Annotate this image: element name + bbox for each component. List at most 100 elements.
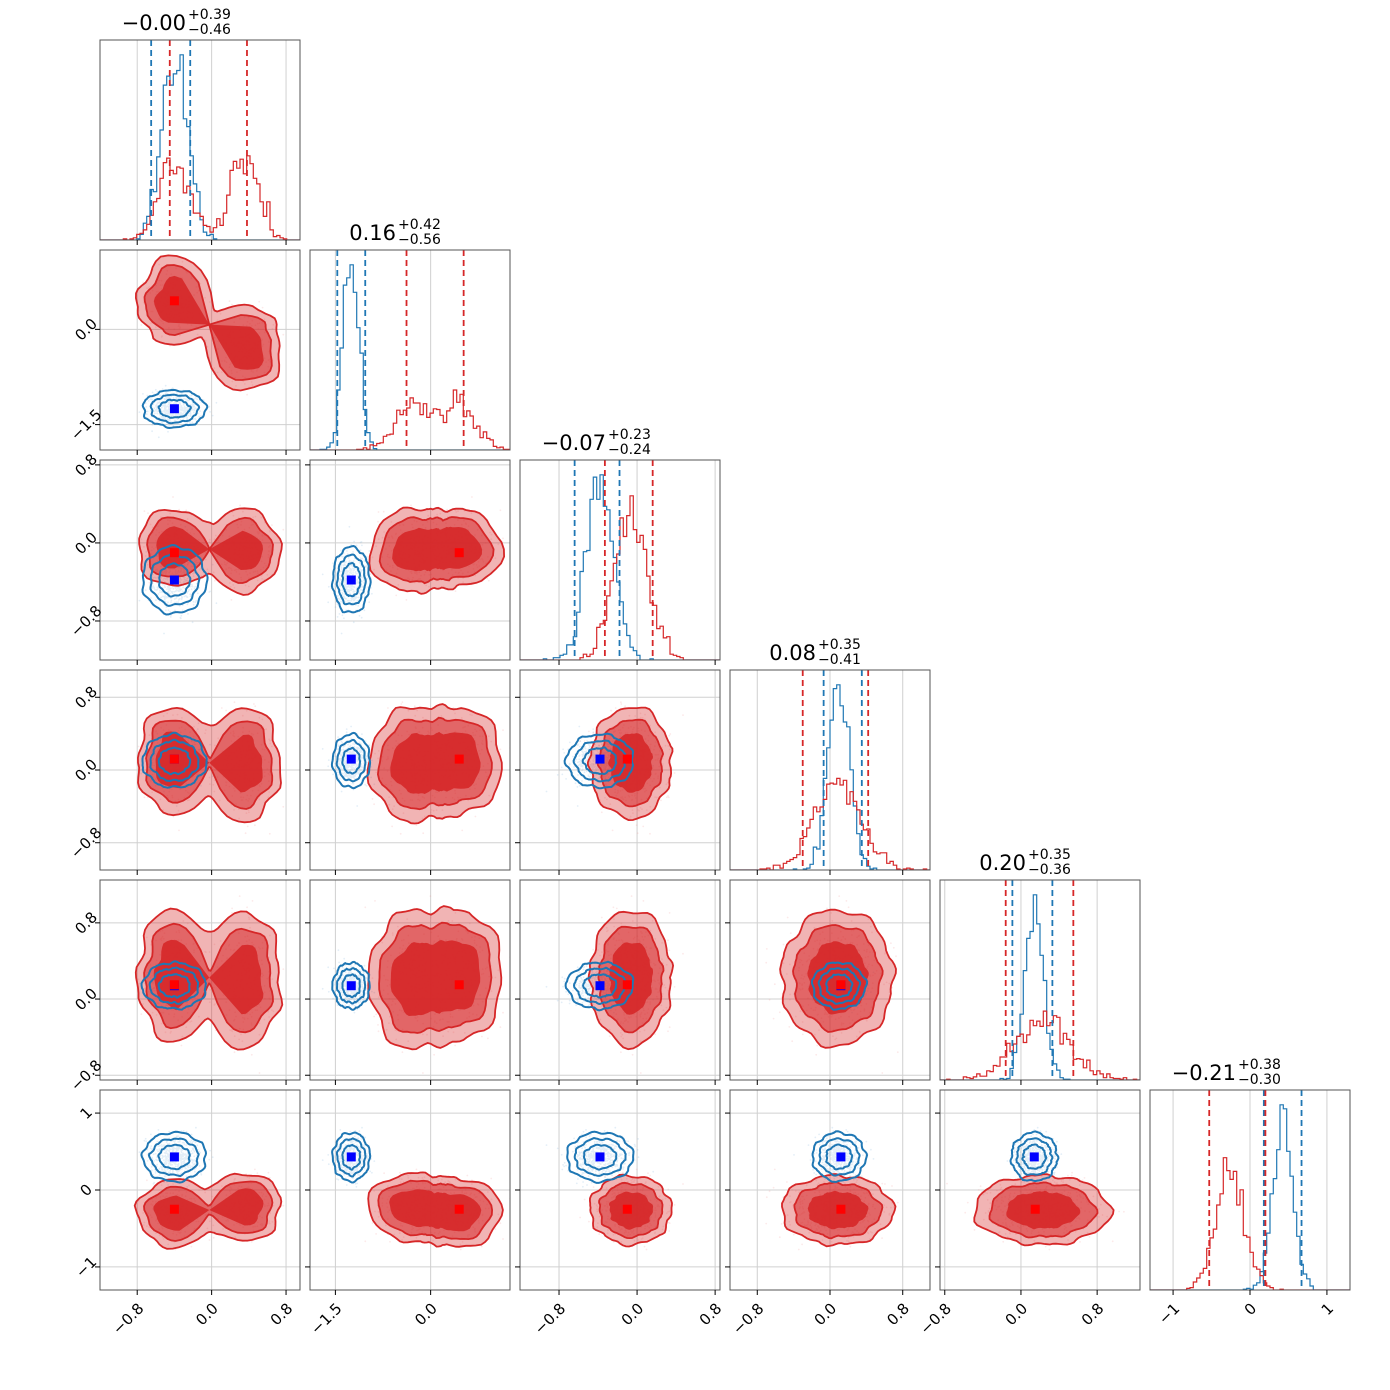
- sample-point: [258, 798, 261, 801]
- sample-point: [193, 725, 195, 728]
- sample-point: [343, 762, 345, 765]
- sample-point: [186, 596, 189, 599]
- sample-point: [338, 574, 341, 576]
- sample-point: [347, 585, 350, 587]
- panel-frame: [99, 249, 301, 451]
- sample-point: [366, 577, 368, 580]
- sample-point: [337, 761, 340, 763]
- sample-point: [185, 409, 188, 411]
- sample-point: [341, 589, 344, 591]
- sample-point: [357, 596, 360, 599]
- sample-point: [187, 590, 190, 593]
- sample-point: [360, 765, 363, 768]
- sample-point: [348, 564, 351, 567]
- sample-point: [355, 759, 358, 761]
- sample-point: [230, 599, 233, 601]
- sample-point: [192, 405, 195, 408]
- sample-point: [345, 575, 348, 577]
- sample-point: [348, 769, 351, 772]
- sample-point: [353, 774, 355, 777]
- sample-point: [348, 560, 351, 563]
- sample-point: [454, 509, 457, 512]
- sample-point: [365, 763, 368, 766]
- sample-point: [333, 585, 335, 588]
- sample-point: [166, 577, 168, 579]
- sample-point: [152, 576, 155, 579]
- sample-point: [360, 753, 363, 756]
- sample-point: [345, 728, 348, 730]
- sample-point: [356, 599, 359, 602]
- sample-point: [163, 409, 165, 412]
- sample-point: [186, 399, 188, 401]
- sample-point: [361, 557, 364, 560]
- sample-point: [346, 585, 349, 588]
- sample-point: [362, 579, 365, 582]
- sample-point: [352, 567, 355, 570]
- sample-point: [353, 540, 355, 543]
- sample-point: [356, 581, 358, 584]
- panel-frame: [309, 459, 511, 661]
- sample-point: [168, 414, 171, 416]
- sample-point: [163, 580, 166, 583]
- sample-point: [196, 592, 199, 595]
- histogram-series_a: [520, 474, 720, 660]
- sample-point: [436, 513, 438, 516]
- sample-point: [151, 526, 154, 529]
- sample-point: [153, 410, 156, 413]
- sample-point: [342, 596, 345, 598]
- contour-series_a: [340, 561, 362, 598]
- sample-point: [168, 585, 171, 588]
- sample-point: [352, 750, 354, 753]
- sample-point: [345, 774, 348, 776]
- sample-point: [349, 769, 352, 772]
- sample-point: [247, 585, 250, 588]
- sample-point: [354, 774, 356, 777]
- sample-point: [212, 783, 215, 786]
- sample-point: [253, 703, 255, 705]
- sample-point: [191, 407, 194, 409]
- sample-point: [364, 783, 367, 786]
- sample-point: [208, 783, 211, 785]
- sample-point: [348, 590, 350, 593]
- sample-point: [268, 832, 271, 835]
- sample-point: [186, 579, 188, 582]
- sample-point: [352, 569, 355, 571]
- sample-point: [182, 412, 185, 415]
- sample-point: [168, 397, 170, 399]
- sample-point: [350, 768, 352, 771]
- sample-point: [338, 778, 341, 780]
- panel-1-0: −1.50.0: [67, 249, 301, 455]
- sample-point: [346, 775, 349, 778]
- sample-point: [204, 729, 207, 731]
- sample-point: [181, 413, 184, 416]
- contour-series_a: [149, 393, 201, 425]
- sample-point: [354, 773, 356, 776]
- sample-point: [151, 587, 154, 589]
- sample-point: [338, 774, 340, 776]
- sample-point: [228, 300, 231, 302]
- contour-series_b: [392, 526, 482, 572]
- sample-point: [184, 409, 187, 412]
- sample-point: [196, 728, 199, 730]
- sample-point: [499, 509, 502, 512]
- sample-point: [416, 709, 418, 712]
- sample-point: [164, 411, 167, 414]
- sample-point: [160, 596, 163, 599]
- sample-point: [158, 263, 161, 266]
- title-median: 0.16: [349, 221, 396, 245]
- sample-point: [351, 767, 354, 770]
- sample-point: [189, 415, 192, 417]
- sample-point: [346, 767, 348, 769]
- sample-point: [167, 412, 170, 415]
- sample-point: [231, 380, 234, 383]
- sample-point: [428, 585, 430, 588]
- sample-point: [220, 707, 223, 709]
- sample-point: [339, 578, 341, 580]
- sample-point: [354, 763, 357, 766]
- sample-point: [340, 790, 343, 793]
- sample-point: [359, 549, 362, 552]
- sample-point: [242, 380, 245, 383]
- sample-point: [163, 404, 165, 407]
- sample-point: [180, 409, 183, 412]
